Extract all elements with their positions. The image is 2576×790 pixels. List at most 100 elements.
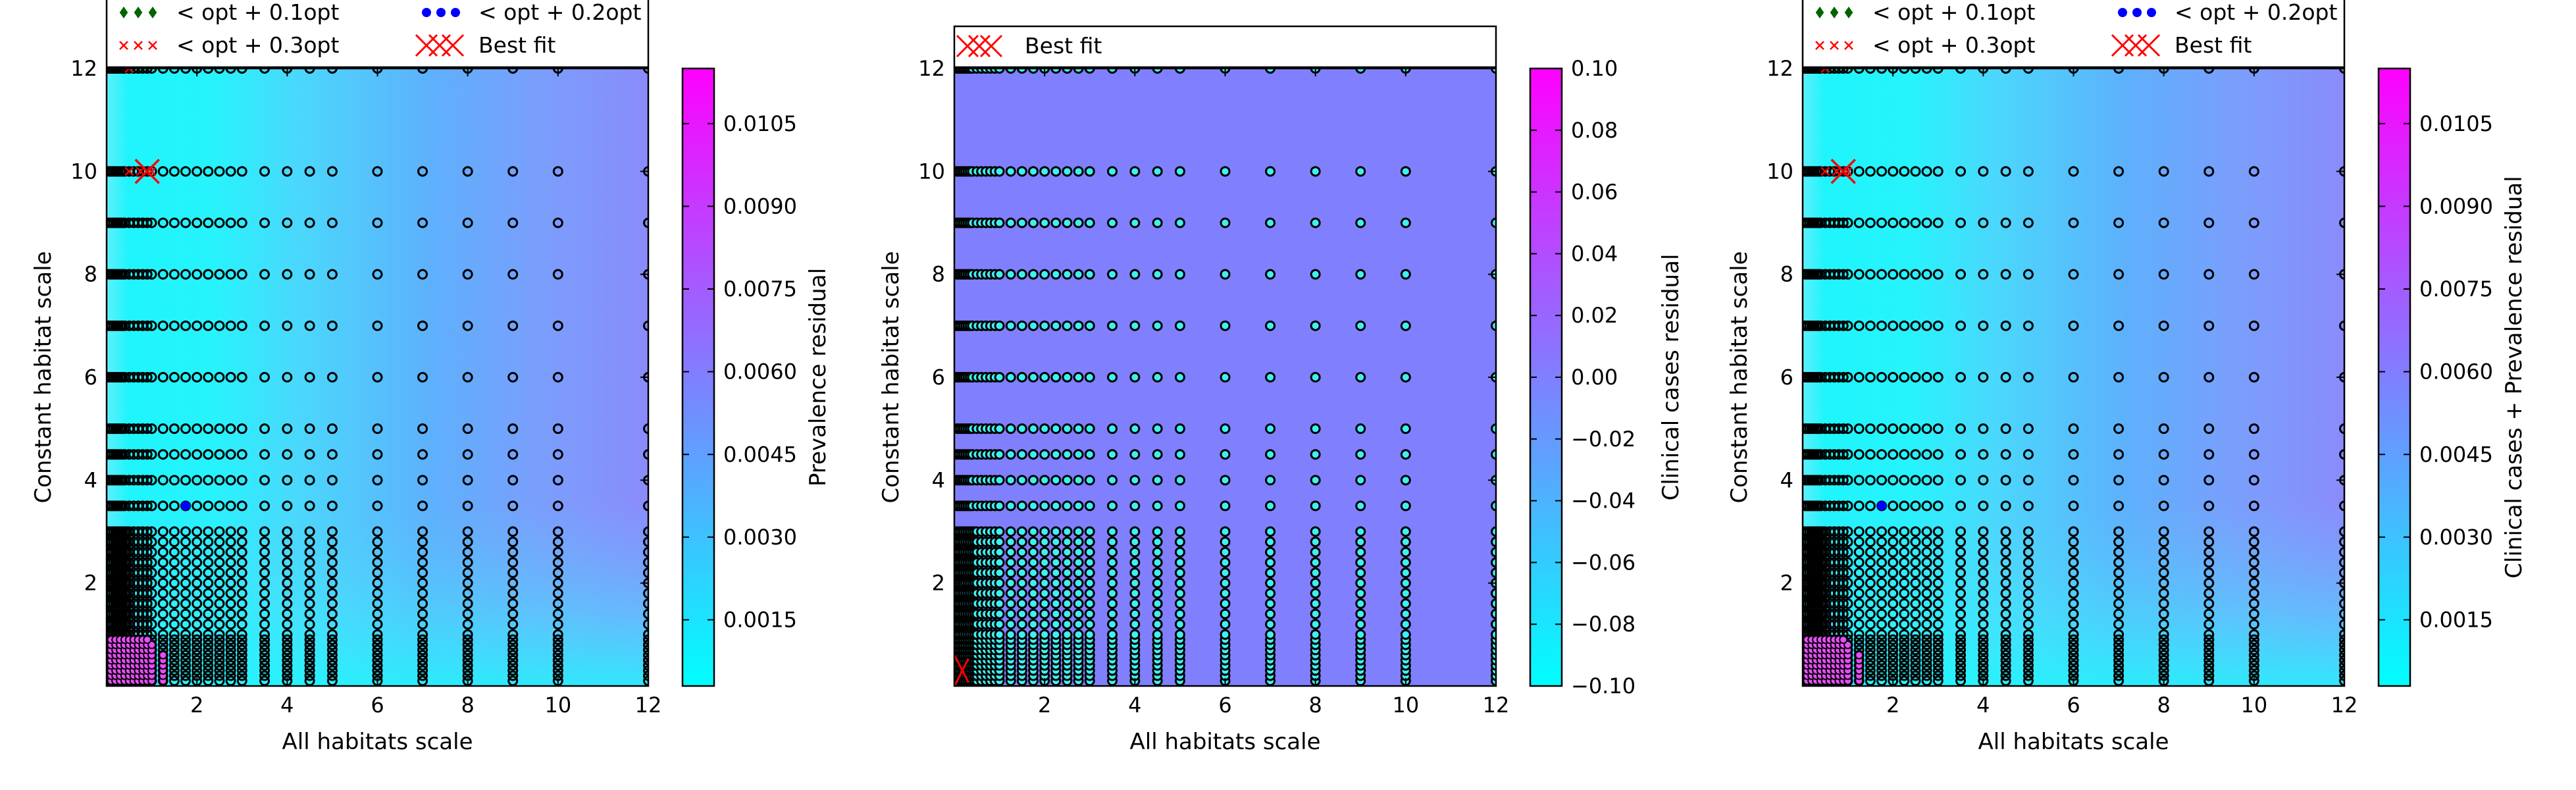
sample-point: [2113, 320, 2125, 331]
sample-point: [1016, 449, 1027, 460]
sample-point: [2113, 634, 2125, 645]
sample-point: [1853, 500, 1865, 512]
sample-point: [2248, 567, 2259, 579]
legend-label-opt03: < opt + 0.3opt: [1872, 32, 2035, 58]
sample-point: [168, 557, 180, 568]
sample-point: [1084, 423, 1095, 434]
sample-point: [1842, 449, 1853, 460]
sample-point: [2248, 619, 2259, 630]
sample-point: [2203, 577, 2215, 589]
sample-point: [326, 475, 338, 486]
sample-point: [304, 670, 315, 681]
sample-point: [2068, 608, 2079, 619]
sample-point: [1955, 372, 1967, 382]
sample-point: [1129, 500, 1141, 512]
sample-point: [214, 500, 225, 512]
sample-point: [643, 645, 648, 656]
sample-point: [2203, 449, 2215, 460]
sample-point: [1853, 423, 1865, 434]
sample-point: [1220, 598, 1231, 609]
sample-point: [1829, 68, 1840, 74]
sample-point: [203, 526, 214, 537]
sample-point: [1220, 577, 1231, 589]
sample-point: [225, 588, 236, 599]
sample-point: [282, 650, 293, 661]
sample-point: [1039, 608, 1050, 619]
sample-point: [1220, 217, 1231, 228]
sample-point: [1955, 608, 1967, 619]
sample-point: [2158, 588, 2169, 599]
sample-point: [1028, 598, 1039, 609]
sample-point: [1084, 557, 1095, 568]
sample-point: [2248, 665, 2259, 676]
sample-point: [1955, 217, 1967, 228]
sample-point: [643, 670, 648, 681]
x-tick-label: 6: [1218, 693, 1231, 718]
sample-point: [1865, 588, 1876, 599]
sample-point: [1491, 320, 1496, 331]
sample-point: [236, 660, 247, 671]
sample-point: [1838, 546, 1849, 558]
sample-point: [1050, 423, 1062, 434]
sample-point: [1084, 526, 1095, 537]
sample-point: [2158, 639, 2169, 650]
sample-point: [203, 500, 214, 512]
sample-point: [643, 588, 648, 599]
sample-point: [2113, 675, 2125, 686]
sample-point: [1062, 608, 1073, 619]
sample-point: [180, 372, 192, 382]
sample-point: [326, 654, 338, 666]
sample-point: [304, 166, 315, 177]
sample-point: [1310, 629, 1321, 640]
sample-point: [2068, 269, 2079, 280]
sample-point: [1899, 372, 1910, 382]
sample-point: [2248, 423, 2259, 434]
sample-point: [1865, 217, 1876, 228]
sample-point: [259, 372, 270, 382]
sample-point: [142, 320, 153, 331]
sample-point: [994, 619, 1005, 630]
sample-point: [1955, 320, 1967, 331]
sample-point: [1932, 68, 1944, 74]
sample-point: [1039, 217, 1050, 228]
colorbar-tick-label: −0.02: [1571, 427, 1636, 452]
sample-point: [1921, 639, 1932, 650]
sample-point: [552, 634, 563, 645]
y-tick-label: 4: [1780, 467, 1793, 492]
sample-point: [1174, 598, 1185, 609]
x-tick-label: 10: [2240, 693, 2267, 718]
sample-point: [168, 629, 180, 640]
sample-point: [1491, 598, 1496, 609]
sample-point: [2339, 557, 2344, 568]
sample-point: [2203, 166, 2215, 177]
y-tick-label: 10: [70, 159, 97, 184]
sample-point: [326, 645, 338, 656]
sample-point: [372, 320, 383, 331]
sample-point: [552, 619, 563, 630]
sample-point: [1107, 166, 1118, 177]
sample-point: [146, 526, 157, 537]
sample-point: [326, 567, 338, 579]
sample-point: [1910, 670, 1921, 681]
sample-point: [1310, 546, 1321, 558]
sample-point: [214, 608, 225, 619]
sample-point: [1005, 500, 1016, 512]
sample-point: [2000, 598, 2011, 609]
sample-point: [192, 423, 203, 434]
sample-point: [282, 629, 293, 640]
sample-point: [1107, 475, 1118, 486]
sample-point: [142, 475, 153, 486]
sample-point: [1084, 68, 1095, 74]
colorbar: [681, 67, 715, 687]
sample-point: [643, 546, 648, 558]
sample-point: [1910, 372, 1921, 382]
sample-point: [259, 675, 270, 686]
sample-point: [2000, 423, 2011, 434]
legend-label-opt02: < opt + 0.2opt: [478, 0, 641, 25]
sample-point: [2113, 645, 2125, 656]
sample-point: [2339, 654, 2344, 666]
sample-point: [203, 619, 214, 630]
sample-point: [1910, 665, 1921, 676]
sample-point: [1932, 619, 1944, 630]
sample-point: [1050, 567, 1062, 579]
